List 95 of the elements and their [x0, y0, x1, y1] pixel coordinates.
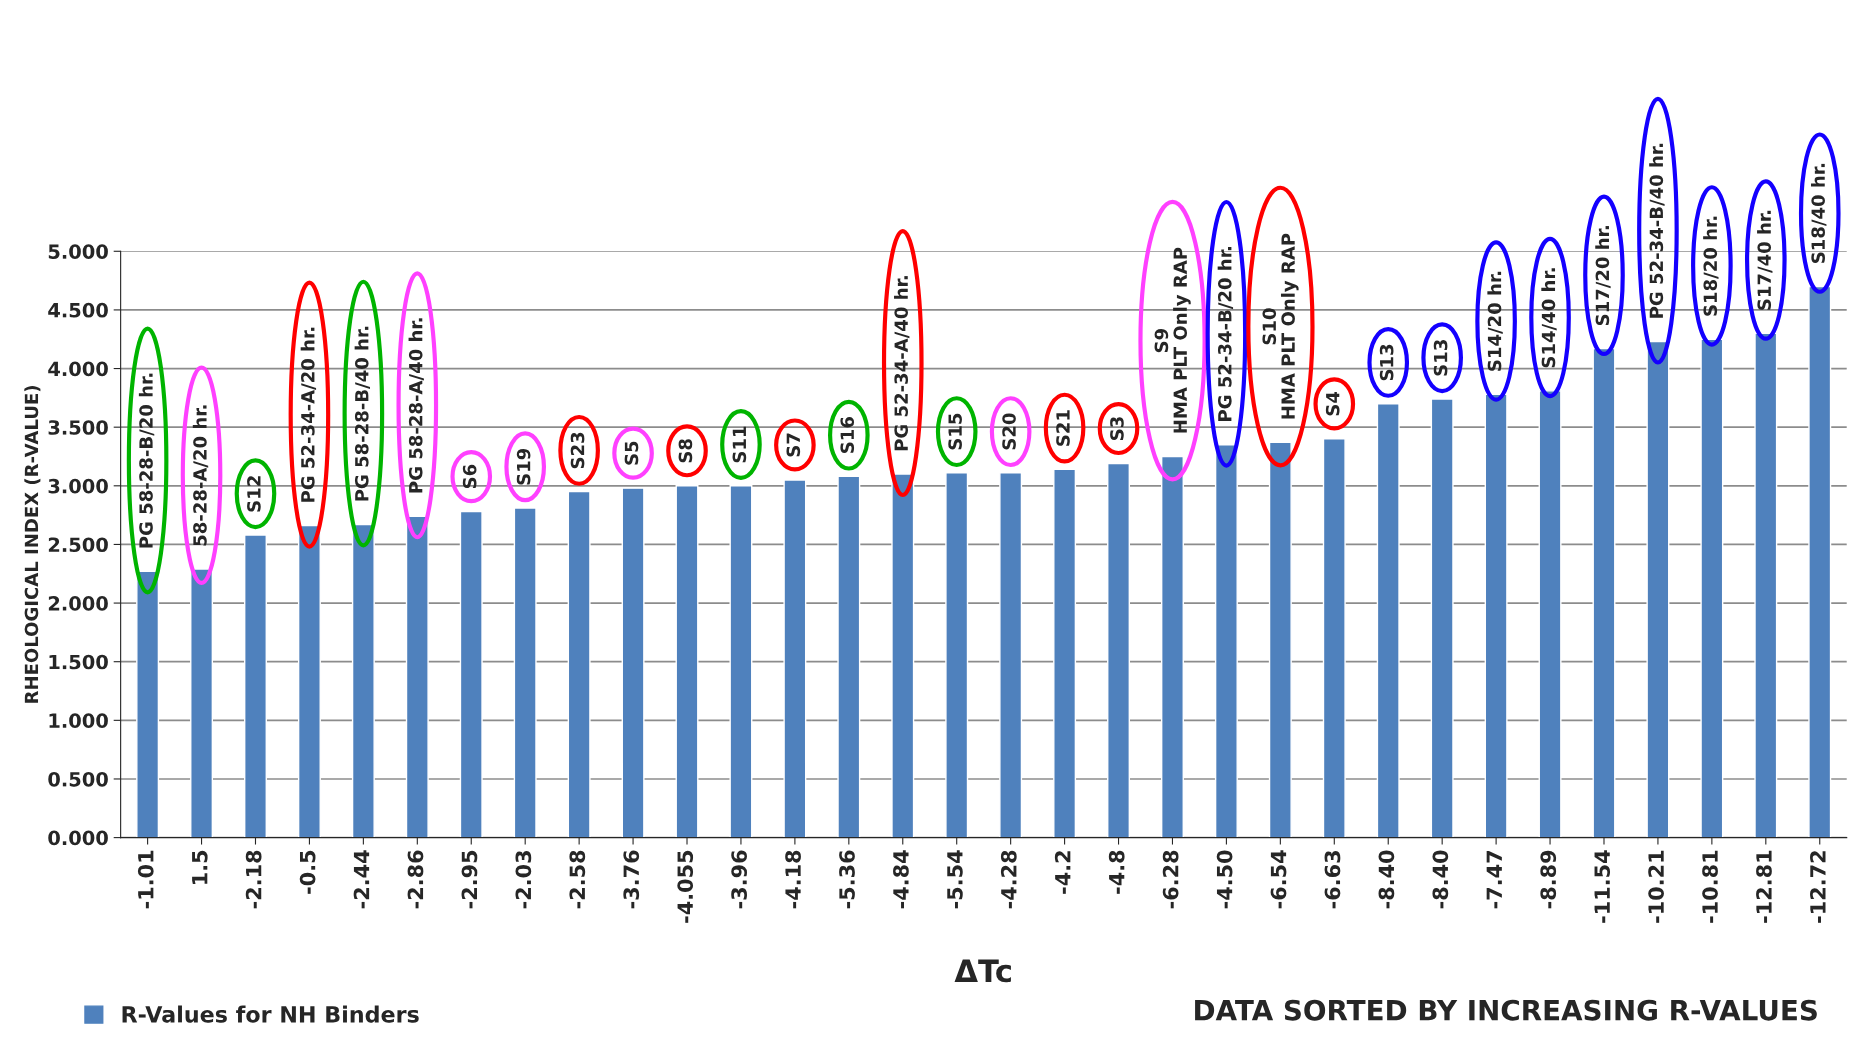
x-tick-label: -2.58	[569, 850, 586, 909]
x-tick-label: -4.84	[893, 850, 909, 909]
annotation: S13	[1379, 344, 1394, 381]
bar	[837, 475, 861, 838]
bar	[567, 490, 591, 838]
bar	[1430, 398, 1454, 838]
annotation: S4	[1325, 391, 1340, 416]
y-tick-label: 1.500	[49, 654, 108, 670]
annotation: PG 58-28-B/40 hr.	[354, 326, 371, 501]
bar	[244, 534, 267, 838]
annotation: S16	[840, 417, 855, 453]
bar	[729, 485, 753, 838]
y-tick-label: 0.500	[48, 771, 108, 787]
x-tick-label: -7.47	[1486, 851, 1502, 909]
annotation: S12	[247, 476, 261, 512]
x-tick-label: -8.40	[1432, 850, 1449, 909]
annotation: S20	[1002, 413, 1016, 450]
x-tick-label: -5.36	[839, 850, 855, 909]
x-tick-label: -4.2	[1054, 851, 1071, 894]
y-tick-label: 5.000	[48, 244, 108, 259]
annotation: PG 52-34-A/20 hr.	[300, 327, 317, 502]
annotation: 58-28-A/20 hr.	[192, 405, 209, 546]
bar	[621, 487, 645, 838]
x-tick-label: -2.18	[245, 850, 262, 909]
x-tick-label: -10.81	[1702, 850, 1718, 923]
x-tick-label: -1.01	[137, 850, 154, 909]
text: DATA SORTED BY INCREASING R-VALUES	[1195, 999, 1817, 1021]
annotation: S14/20 hr.	[1487, 271, 1503, 371]
x-tick-label: -4.28	[1000, 850, 1017, 909]
annotation: S23	[570, 432, 585, 469]
x-tick-label: -6.28	[1162, 850, 1179, 909]
legend-label: R-Values for NH Binders	[122, 1005, 419, 1023]
y-axis-title: RHEOLOGICAL INDEX (R-VALUE)	[24, 386, 41, 703]
annotation: S19	[516, 448, 531, 485]
annotation: S14/40 hr.	[1541, 268, 1557, 368]
bar	[1053, 468, 1077, 838]
annotation: S5	[624, 441, 639, 465]
annotation: S6	[462, 464, 477, 489]
y-tick-label: 4.000	[48, 361, 108, 377]
y-tick-label: 3.000	[48, 478, 108, 494]
y-tick-label: 3.500	[48, 420, 108, 435]
annotation: PG 52-34-A/40 hr.	[894, 276, 910, 451]
bar	[1376, 403, 1400, 838]
annotation: S8	[678, 439, 693, 463]
annotation: S3	[1110, 417, 1124, 441]
annotation: S18/20 hr.	[1703, 216, 1719, 316]
x-tick-label: -8.40	[1378, 850, 1395, 909]
x-tick-label: -10.21	[1648, 850, 1664, 923]
bar	[459, 510, 483, 838]
y-tick-label: 2.500	[48, 537, 108, 553]
annotation: S17/40 hr.	[1757, 210, 1773, 310]
x-tick-label: -6.54	[1270, 850, 1287, 909]
x-tick-label: -8.89	[1540, 850, 1557, 909]
y-tick-label: 2.000	[48, 596, 108, 611]
bar	[783, 479, 807, 838]
annotation: PG 52-34-B/20 hr.	[1217, 246, 1234, 421]
annotation: S11	[732, 426, 747, 463]
x-tick-label: -12.72	[1810, 851, 1826, 923]
x-tick-label: -5.54	[947, 850, 963, 909]
x-tick-label: -4.18	[785, 850, 801, 909]
x-tick-label: -2.95	[461, 850, 478, 909]
x-tick-label: 1.5	[192, 850, 208, 884]
x-tick-label: -4.055	[677, 850, 694, 923]
x-tick-label: -4.8	[1108, 850, 1125, 894]
annotation: S17/20 hr.	[1595, 226, 1611, 326]
annotation: S10 HMA PLT Only RAP	[1262, 233, 1299, 419]
x-tick-label: -2.03	[515, 851, 532, 909]
bar	[1322, 438, 1346, 838]
x-tick-label: -3.76	[623, 850, 640, 909]
annotation: S7	[786, 433, 801, 457]
x-tick-label: -3.96	[731, 850, 747, 909]
bar	[675, 485, 699, 838]
bar	[513, 507, 537, 838]
x-tick-label: -11.54	[1594, 850, 1611, 923]
annotation: PG 58-28-B/20 hr.	[138, 373, 155, 548]
annotation: S15	[948, 413, 962, 450]
x-tick-label: -2.86	[407, 850, 424, 909]
x-tick-label: -0.5	[299, 850, 316, 894]
x-axis-title: ΔTc	[954, 959, 1011, 983]
annotation: PG 58-28-A/40 hr.	[408, 318, 424, 493]
y-tick-label: 4.500	[48, 302, 108, 318]
x-tick-label: -6.63	[1324, 851, 1341, 909]
x-tick-label: -4.50	[1216, 850, 1233, 909]
annotation: S21	[1056, 410, 1070, 446]
bar	[999, 472, 1023, 838]
x-tick-label: -2.44	[353, 850, 370, 909]
annotation: S18/40 hr.	[1811, 163, 1827, 263]
annotation: S9 HMA PLT Only RAP	[1154, 247, 1191, 433]
annotation: S13	[1433, 340, 1448, 376]
y-tick-label: 0.000	[48, 830, 108, 846]
x-tick-label: -12.81	[1756, 850, 1772, 923]
y-tick-label: 1.000	[49, 713, 108, 728]
bar	[945, 472, 969, 838]
bar	[1107, 462, 1131, 838]
annotation: PG 52-34-B/40 hr.	[1649, 143, 1665, 318]
